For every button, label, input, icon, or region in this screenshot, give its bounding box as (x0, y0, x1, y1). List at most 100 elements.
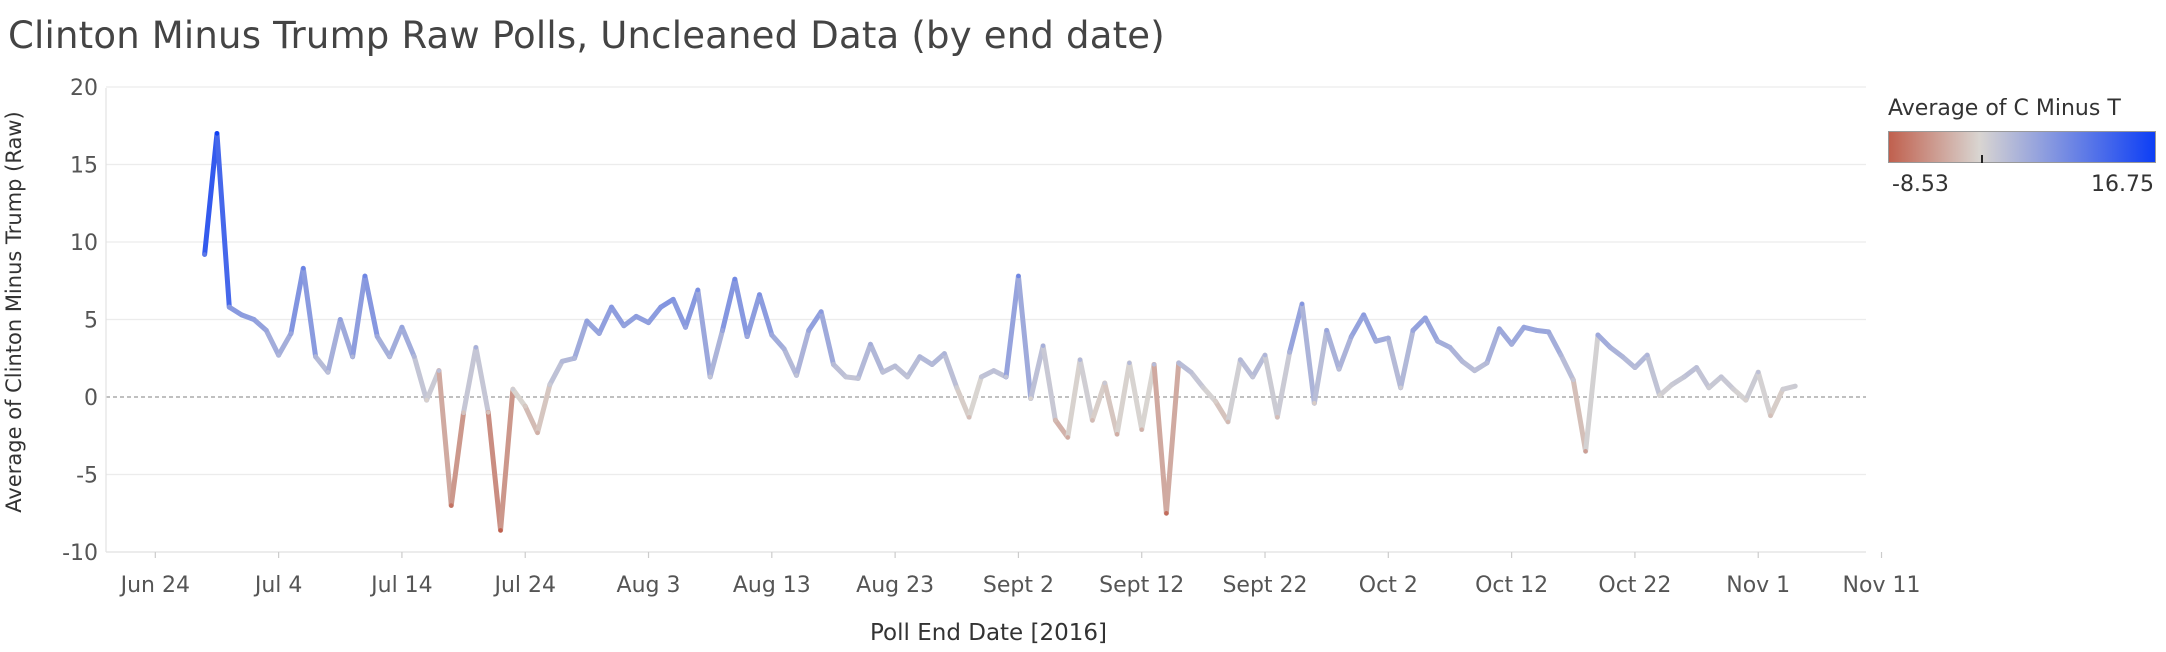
data-point (547, 382, 553, 387)
line-segment (1139, 361, 1157, 433)
data-point (1127, 360, 1132, 366)
data-point (1016, 273, 1021, 279)
data-point (412, 354, 417, 359)
data-point (1139, 427, 1144, 432)
line-segment (1065, 357, 1083, 440)
data-point (1114, 432, 1120, 437)
line-segment (1657, 382, 1675, 398)
line-segment (1755, 369, 1774, 419)
line-segment (1348, 312, 1367, 340)
data-point (510, 387, 516, 392)
data-point (942, 351, 947, 356)
data-point (449, 503, 454, 508)
data-point (1213, 399, 1218, 404)
data-point (707, 374, 713, 380)
data-point (1176, 360, 1181, 366)
line-segment (793, 327, 812, 378)
line-segment (1731, 386, 1749, 403)
x-axis-label: Poll End Date [2016] (870, 620, 1107, 646)
line-segment (1681, 365, 1700, 380)
line-segment (707, 327, 725, 380)
data-point (818, 309, 824, 314)
data-point (313, 354, 318, 359)
y-tick-label: -10 (62, 541, 98, 566)
data-point (572, 356, 577, 361)
line-segment (473, 344, 491, 415)
data-point (251, 317, 257, 322)
line-segment (1213, 399, 1231, 425)
data-point (1706, 385, 1712, 390)
data-point (1447, 345, 1453, 350)
data-point (646, 320, 651, 325)
line-segment (1595, 332, 1613, 350)
line-segment (362, 273, 380, 340)
data-point (1460, 359, 1465, 364)
data-point (350, 354, 355, 359)
data-point (1164, 511, 1169, 516)
line-segment (288, 265, 306, 336)
line-segment (276, 330, 294, 358)
line-segment (830, 361, 849, 380)
data-point (769, 332, 775, 338)
line-segment (683, 287, 701, 330)
line-segment (1089, 380, 1108, 423)
line-segment (929, 351, 947, 367)
line-segment (1447, 344, 1465, 364)
line-segment (855, 341, 873, 381)
line-segment (781, 346, 799, 378)
line-segment (313, 354, 331, 375)
data-point (1373, 339, 1379, 344)
data-point (1386, 335, 1391, 341)
data-point (424, 397, 429, 403)
data-point (1632, 365, 1638, 370)
data-point (1312, 401, 1317, 406)
line-segment (1385, 335, 1404, 391)
x-tick-label: Oct 2 (1359, 573, 1418, 598)
line-segment (1361, 312, 1379, 344)
data-point (387, 354, 392, 359)
line-segment (300, 265, 319, 360)
line-segment (1151, 361, 1169, 516)
data-point (1780, 387, 1786, 392)
line-segment (941, 351, 960, 391)
line-segment (646, 304, 664, 326)
line-segment (510, 386, 528, 409)
data-point (1299, 301, 1305, 307)
line-segment (1102, 380, 1120, 437)
line-segment (1163, 360, 1182, 516)
line-segment (325, 317, 343, 375)
data-point (1077, 357, 1083, 362)
line-segment (1237, 357, 1256, 380)
legend-min-label: -8.53 (1892, 172, 1949, 197)
data-point (633, 314, 639, 319)
line-segment (818, 309, 836, 367)
data-point (1620, 354, 1625, 359)
data-point (1349, 334, 1354, 339)
data-point (1102, 380, 1107, 386)
x-tick-label: Oct 12 (1475, 573, 1548, 598)
data-point (794, 373, 799, 378)
line-segment (214, 131, 232, 310)
line-segment (202, 131, 220, 257)
data-point (1324, 328, 1329, 333)
legend-title: Average of C Minus T (1888, 96, 2121, 121)
data-point (683, 325, 688, 330)
data-point (1497, 326, 1502, 331)
line-segment (1336, 334, 1354, 372)
data-point (843, 374, 848, 380)
line-segment (1126, 360, 1145, 433)
data-point (695, 287, 701, 293)
line-segment (1262, 352, 1280, 420)
line-segment (609, 304, 627, 329)
data-point (486, 410, 491, 415)
line-segment (1496, 326, 1515, 347)
data-point (276, 352, 281, 358)
series-line (202, 131, 1798, 533)
data-point (523, 404, 528, 409)
line-segment (1176, 360, 1194, 375)
data-point (966, 414, 972, 420)
data-point (1336, 366, 1342, 372)
line-segment (732, 276, 750, 340)
legend-zero-marker (1981, 155, 1983, 163)
line-segment (744, 292, 762, 340)
